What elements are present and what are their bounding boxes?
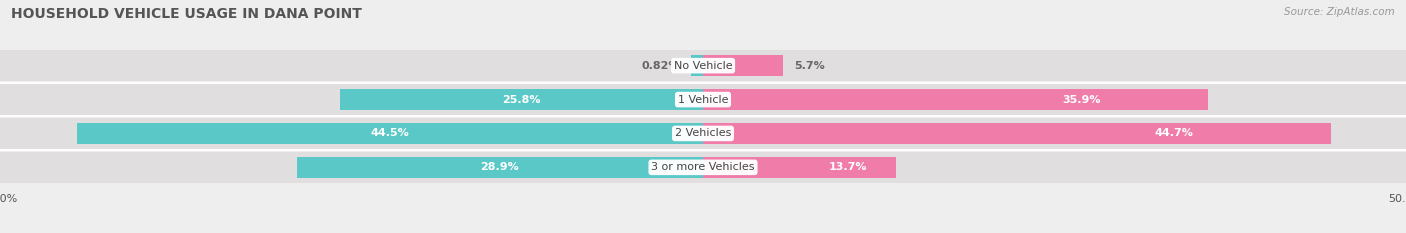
Text: 44.7%: 44.7% (1154, 128, 1194, 138)
Text: 35.9%: 35.9% (1063, 95, 1101, 105)
Bar (0, 152, 1406, 183)
Bar (703, 157, 896, 178)
Text: 0.82%: 0.82% (641, 61, 681, 71)
Text: 2 Vehicles: 2 Vehicles (675, 128, 731, 138)
Text: 3 or more Vehicles: 3 or more Vehicles (651, 162, 755, 172)
Text: 44.5%: 44.5% (371, 128, 409, 138)
Text: 28.9%: 28.9% (481, 162, 519, 172)
Text: HOUSEHOLD VEHICLE USAGE IN DANA POINT: HOUSEHOLD VEHICLE USAGE IN DANA POINT (11, 7, 363, 21)
Text: 13.7%: 13.7% (828, 162, 866, 172)
Text: No Vehicle: No Vehicle (673, 61, 733, 71)
Bar (703, 89, 1208, 110)
Text: Source: ZipAtlas.com: Source: ZipAtlas.com (1284, 7, 1395, 17)
Bar (0, 50, 1406, 81)
Text: 25.8%: 25.8% (502, 95, 541, 105)
Bar (692, 55, 703, 76)
Bar (340, 89, 703, 110)
Bar (0, 118, 1406, 149)
Text: 1 Vehicle: 1 Vehicle (678, 95, 728, 105)
Bar (0, 84, 1406, 115)
Bar (703, 55, 783, 76)
Bar (77, 123, 703, 144)
Bar (297, 157, 703, 178)
Text: 5.7%: 5.7% (794, 61, 825, 71)
Bar (703, 123, 1331, 144)
